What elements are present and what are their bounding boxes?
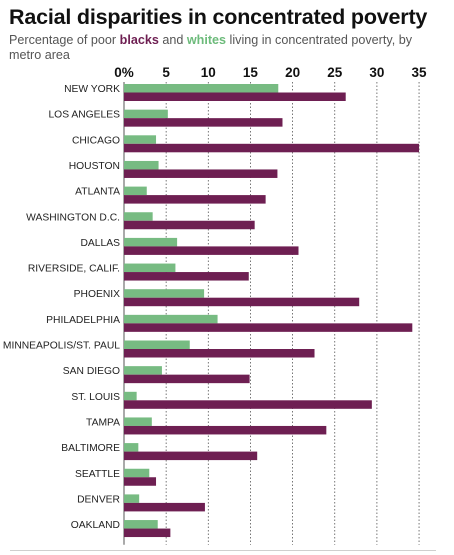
bar-whites [124,391,137,401]
subtitle-and-text: and [158,33,187,47]
bar-whites [124,443,139,452]
bar-blacks [124,451,258,461]
x-tick-label: 30 [369,65,384,80]
bottom-divider [10,550,436,551]
subtitle-text: Percentage of poor [9,33,120,47]
bar-whites [124,109,168,119]
category-label: WASHINGTON D.C. [26,212,120,223]
bar-blacks [124,118,283,127]
category-label: TAMPA [86,417,120,428]
subtitle-post-text: living in concentrated poverty, by metro… [9,33,413,62]
bar-blacks [124,92,346,101]
category-label: MINNEAPOLIS/ST. PAUL [3,341,120,352]
bar-whites [124,160,159,170]
bar-whites [124,263,176,273]
x-tick-label: 0% [114,65,134,80]
category-label: ATLANTA [75,187,120,198]
bar-whites [124,135,157,144]
bar-blacks [124,220,255,230]
category-label: BALTIMORE [61,443,120,454]
bar-whites [124,212,153,221]
bar-whites [124,366,162,375]
bar-whites [124,520,158,529]
category-label: DALLAS [81,238,121,249]
bar-whites [124,314,218,324]
legend-blacks-label: blacks [119,33,159,47]
category-label: SAN DIEGO [63,366,120,377]
x-tick-label: 5 [162,65,170,80]
category-label: RIVERSIDE, CALIF. [28,264,120,275]
category-label: PHILADELPHIA [46,315,120,326]
x-tick-label: 25 [327,65,343,80]
bar-blacks [124,195,266,204]
category-label: PHOENIX [74,289,120,300]
category-label: SEATTLE [75,469,120,480]
category-label: NEW YORK [64,84,120,95]
category-label: LOS ANGELES [48,110,120,121]
bar-blacks [124,502,205,512]
bar-whites [124,494,140,503]
legend-whites-label: whites [186,33,227,47]
bar-blacks [124,528,171,538]
bar-whites [124,340,190,349]
category-label: ST. LOUIS [71,392,120,403]
bar-blacks [124,169,278,178]
category-label: HOUSTON [69,161,120,172]
bar-blacks [124,374,250,384]
x-tick-label: 20 [285,65,300,80]
x-tick-label: 15 [243,65,259,80]
bar-whites [124,417,152,426]
bar-whites [124,84,279,93]
bar-blacks [124,246,299,255]
x-tick-label: 35 [412,65,428,80]
bar-blacks [124,272,249,281]
bar-blacks [124,297,360,307]
category-label: CHICAGO [72,135,120,146]
category-label: DENVER [77,494,120,505]
bar-blacks [124,400,372,409]
bar-whites [124,237,178,247]
chart-title: Racial disparities in concentrated pover… [9,5,428,29]
bar-whites [124,186,147,196]
bar-blacks [124,349,315,358]
bar-blacks [124,143,420,153]
x-tick-label: 10 [201,65,216,80]
bar-blacks [124,425,327,435]
bar-whites [124,289,205,298]
chart-subtitle: Percentage of poor blacks and whites liv… [9,33,429,63]
category-label: OAKLAND [71,520,120,531]
bar-blacks [124,477,157,486]
bar-whites [124,468,150,478]
bar-blacks [124,323,413,332]
